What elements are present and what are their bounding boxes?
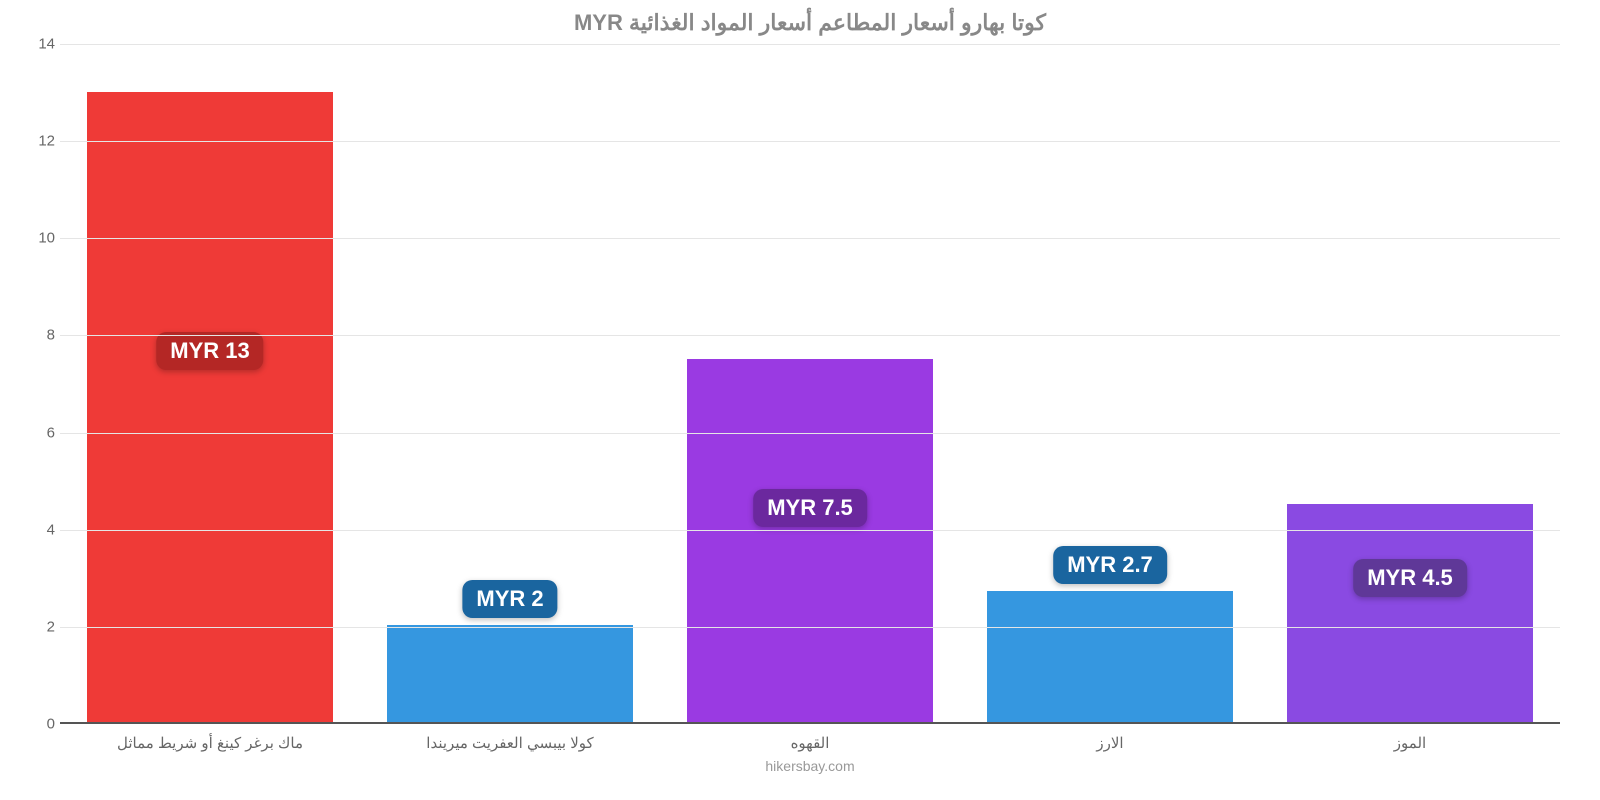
x-tick-label: ماك برغر كينغ أو شريط مماثل — [60, 734, 360, 752]
x-tick-label: الارز — [960, 734, 1260, 752]
plot-area: 02468101214 MYR 13MYR 2MYR 7.5MYR 2.7MYR… — [60, 44, 1560, 724]
x-tick-label: القهوه — [660, 734, 960, 752]
y-tick-label: 6 — [15, 424, 55, 441]
y-tick-label: 14 — [15, 36, 55, 53]
value-badge: MYR 7.5 — [753, 489, 867, 527]
x-tick-label: كولا بيبسي العفريت ميريندا — [360, 734, 660, 752]
chart-title: كوتا بهارو أسعار المطاعم أسعار المواد ال… — [60, 10, 1560, 36]
bar: MYR 4.5 — [1287, 504, 1533, 722]
bar: MYR 7.5 — [687, 359, 933, 722]
gridline — [60, 141, 1560, 142]
gridline — [60, 530, 1560, 531]
y-tick-label: 10 — [15, 230, 55, 247]
gridline — [60, 627, 1560, 628]
bar-slot: MYR 7.5 — [660, 44, 960, 722]
x-tick-label: الموز — [1260, 734, 1560, 752]
value-badge: MYR 13 — [156, 332, 263, 370]
bar-slot: MYR 2 — [360, 44, 660, 722]
bar: MYR 2 — [387, 625, 633, 722]
x-axis-labels: ماك برغر كينغ أو شريط مماثلكولا بيبسي ال… — [60, 734, 1560, 752]
bar-slot: MYR 4.5 — [1260, 44, 1560, 722]
gridline — [60, 433, 1560, 434]
y-tick-label: 2 — [15, 618, 55, 635]
y-tick-label: 8 — [15, 327, 55, 344]
y-axis: 02468101214 — [15, 44, 55, 722]
chart-container: كوتا بهارو أسعار المطاعم أسعار المواد ال… — [0, 0, 1600, 800]
value-badge: MYR 4.5 — [1353, 559, 1467, 597]
bar-slot: MYR 2.7 — [960, 44, 1260, 722]
credit-text: hikersbay.com — [60, 758, 1560, 774]
value-badge: MYR 2 — [462, 580, 557, 618]
gridline — [60, 335, 1560, 336]
bar-slot: MYR 13 — [60, 44, 360, 722]
gridline — [60, 44, 1560, 45]
y-tick-label: 12 — [15, 133, 55, 150]
bars-row: MYR 13 MYR 2 MYR 7.5 MYR 2.7 MYR 4.5 — [60, 44, 1560, 722]
gridline — [60, 238, 1560, 239]
value-badge: MYR 2.7 — [1053, 546, 1167, 584]
y-tick-label: 0 — [15, 716, 55, 733]
y-tick-label: 4 — [15, 521, 55, 538]
bar: MYR 2.7 — [987, 591, 1233, 722]
